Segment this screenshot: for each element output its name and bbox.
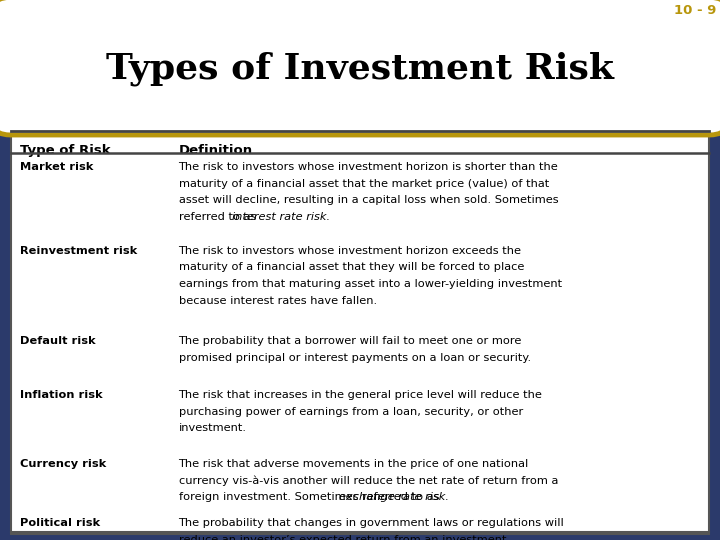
Text: The probability that changes in government laws or regulations will: The probability that changes in governme…: [179, 518, 564, 529]
Text: The risk that increases in the general price level will reduce the: The risk that increases in the general p…: [179, 390, 542, 400]
Text: foreign investment. Sometimes referred to as: foreign investment. Sometimes referred t…: [179, 492, 443, 503]
Text: investment.: investment.: [179, 423, 246, 434]
Text: currency vis-à-vis another will reduce the net rate of return from a: currency vis-à-vis another will reduce t…: [179, 476, 558, 486]
Text: Currency risk: Currency risk: [20, 459, 107, 469]
Text: promised principal or interest payments on a loan or security.: promised principal or interest payments …: [179, 353, 531, 363]
Text: Default risk: Default risk: [20, 336, 96, 346]
Text: Definition: Definition: [179, 144, 253, 157]
FancyBboxPatch shape: [0, 0, 720, 135]
Text: Types of Investment Risk: Types of Investment Risk: [106, 52, 614, 86]
Text: referred to as: referred to as: [179, 212, 260, 222]
Text: reduce an investor’s expected return from an investment.: reduce an investor’s expected return fro…: [179, 535, 510, 540]
Text: The risk to investors whose investment horizon is shorter than the: The risk to investors whose investment h…: [179, 162, 558, 172]
Text: The risk that adverse movements in the price of one national: The risk that adverse movements in the p…: [179, 459, 528, 469]
Text: Reinvestment risk: Reinvestment risk: [20, 246, 138, 256]
Text: The probability that a borrower will fail to meet one or more: The probability that a borrower will fai…: [179, 336, 522, 346]
Text: 10 - 9: 10 - 9: [674, 4, 716, 17]
Text: earnings from that maturing asset into a lower-yielding investment: earnings from that maturing asset into a…: [179, 279, 562, 289]
Text: maturity of a financial asset that they will be forced to place: maturity of a financial asset that they …: [179, 262, 524, 273]
Text: Political risk: Political risk: [20, 518, 100, 529]
Text: maturity of a financial asset that the market price (value) of that: maturity of a financial asset that the m…: [179, 179, 549, 189]
FancyBboxPatch shape: [11, 130, 709, 534]
Text: because interest rates have fallen.: because interest rates have fallen.: [179, 296, 377, 306]
Text: exchange rate risk.: exchange rate risk.: [339, 492, 449, 503]
Text: asset will decline, resulting in a capital loss when sold. Sometimes: asset will decline, resulting in a capit…: [179, 195, 558, 206]
Text: Market risk: Market risk: [20, 162, 94, 172]
Text: Inflation risk: Inflation risk: [20, 390, 103, 400]
Text: Type of Risk: Type of Risk: [20, 144, 111, 157]
Text: interest rate risk.: interest rate risk.: [232, 212, 330, 222]
Text: The risk to investors whose investment horizon exceeds the: The risk to investors whose investment h…: [179, 246, 521, 256]
Text: purchasing power of earnings from a loan, security, or other: purchasing power of earnings from a loan…: [179, 407, 523, 417]
